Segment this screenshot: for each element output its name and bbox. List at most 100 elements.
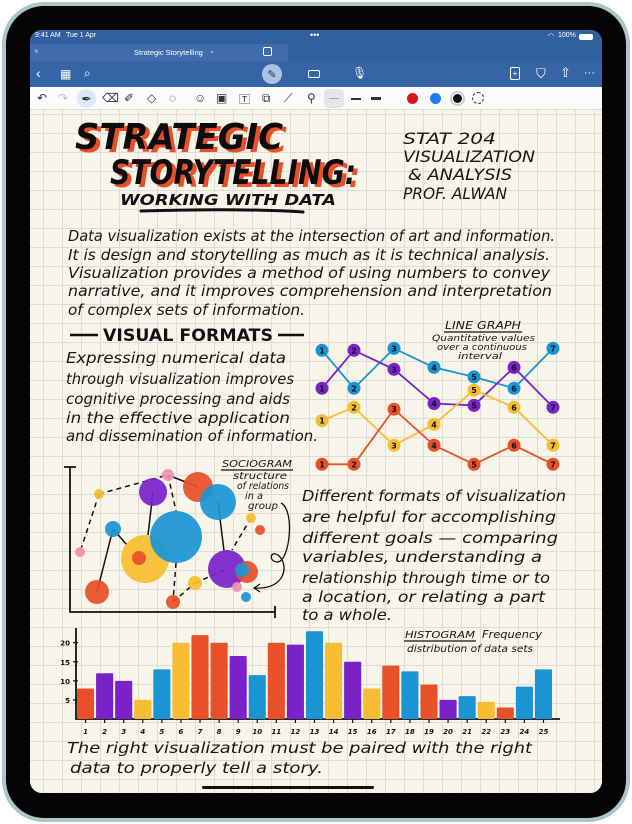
scan-icon[interactable]: ⧉	[262, 91, 271, 105]
formats-line: Expressing numerical data	[66, 349, 286, 367]
thickness-thick-button[interactable]	[369, 89, 383, 108]
image-icon[interactable]: ▣	[216, 91, 228, 105]
sociogram-node	[166, 595, 180, 609]
title-line-2: STORYTELLING:	[110, 153, 356, 193]
goals-paragraph: Different formats of visualization are h…	[302, 487, 566, 624]
thickness-medium-button[interactable]	[349, 89, 363, 108]
line-point-label: 5	[471, 460, 477, 469]
histogram-bar	[153, 669, 171, 719]
sociogram-node	[200, 484, 236, 520]
histogram-bar	[77, 688, 95, 719]
histogram-bar	[96, 673, 114, 719]
histogram-bar	[325, 642, 343, 719]
sociogram-label: SOCIOGRAM	[222, 459, 292, 470]
pen-mode-icon[interactable]: ✎	[262, 64, 282, 84]
add-page-icon[interactable]: +	[510, 67, 520, 80]
bookmark-icon[interactable]: ⛉	[536, 66, 546, 81]
x-tick-label: 8	[217, 728, 222, 736]
wifi-icon: ◠	[548, 33, 555, 40]
line-point-label: 2	[351, 384, 357, 393]
x-tick-label: 21	[462, 728, 472, 736]
multitask-dots-icon[interactable]: •••	[310, 30, 320, 40]
line-point-label: 7	[550, 460, 556, 469]
sociogram-axes	[64, 466, 276, 618]
histogram-bar	[458, 696, 476, 719]
sociogram-desc-line: of relations	[237, 481, 289, 492]
shapes-icon[interactable]: ◇	[147, 91, 157, 105]
sticker-icon[interactable]: ☺	[194, 91, 207, 105]
x-tick-label: 12	[291, 728, 301, 736]
microphone-icon[interactable]: 🎙︎	[352, 66, 368, 80]
tab-strategic-storytelling[interactable]: × Strategic Storytelling ⌄	[30, 44, 288, 61]
keyboard-icon[interactable]	[308, 70, 320, 78]
line-point	[467, 370, 481, 384]
redo-icon[interactable]: ↷	[58, 91, 69, 105]
sociogram-node	[246, 513, 256, 523]
undo-icon[interactable]: ↶	[37, 91, 48, 105]
line-point-label: 2	[351, 403, 357, 412]
close-icon[interactable]: ×	[34, 47, 39, 56]
formats-line: in the effective application	[66, 409, 290, 427]
line-point	[546, 400, 560, 414]
more-icon[interactable]: ···	[584, 67, 595, 79]
goals-line: are helpful for accomplishing	[302, 508, 556, 526]
ruler-icon[interactable]: ⟋	[284, 91, 293, 105]
histogram-bar	[420, 684, 438, 719]
line-point-label: 1	[319, 384, 325, 393]
intro-line: narrative, and it improves comprehension…	[68, 282, 552, 300]
sociogram-desc-line: in a	[245, 491, 263, 502]
sociogram-node	[241, 592, 251, 602]
line-point	[315, 457, 329, 471]
histogram-bar	[363, 688, 381, 719]
histogram-bar	[439, 699, 457, 719]
line-point	[507, 381, 521, 395]
course-code: STAT 204	[403, 129, 496, 148]
line-point-label: 6	[511, 384, 517, 393]
back-icon[interactable]: ‹	[36, 65, 41, 81]
x-tick-label: 4	[140, 728, 145, 736]
x-tick-label: 5	[159, 728, 164, 736]
search-icon[interactable]: ⌕	[84, 66, 91, 80]
line-point	[347, 343, 361, 357]
color-blue-swatch[interactable]	[430, 93, 441, 104]
histogram-bar	[210, 642, 228, 719]
battery-icon	[579, 34, 593, 40]
pen-icon[interactable]: ✒	[77, 89, 96, 108]
sociogram-desc: structure of relations in a group	[233, 471, 289, 512]
eraser-icon[interactable]: ⌫	[102, 91, 119, 105]
sociogram-node	[162, 469, 174, 481]
y-tick-label: 15	[60, 659, 70, 667]
line-point-label: 4	[431, 420, 437, 429]
nav-bar: ‹ ▦ ⌕ ✎ 🎙︎ + ⛉ ⇧ ···	[30, 61, 602, 87]
sociogram-edge	[167, 474, 177, 512]
laser-pointer-icon[interactable]: ⚲	[307, 91, 316, 105]
split-view-icon[interactable]	[263, 47, 272, 56]
line-point	[427, 438, 441, 452]
histogram-bar	[305, 631, 324, 719]
sociogram-desc-line: group	[248, 501, 278, 512]
histogram-bar	[515, 686, 533, 719]
share-icon[interactable]: ⇧	[560, 65, 571, 80]
home-indicator	[202, 786, 374, 789]
line-point	[546, 341, 560, 355]
line-point	[507, 400, 521, 414]
custom-color-icon[interactable]	[472, 92, 484, 104]
color-black-swatch[interactable]	[450, 91, 465, 106]
line-point	[427, 397, 441, 410]
chevron-down-icon[interactable]: ⌄	[209, 48, 215, 55]
line-graph: 1 2 3 4 5 6 7 1 2 3 4 5 6 7 1 2 3 4 5 6 7 1 2 3 4 5 6 7	[315, 341, 560, 471]
thickness-fine-button[interactable]	[324, 89, 344, 108]
y-tick-label: 10	[60, 678, 70, 686]
highlighter-icon[interactable]: ✐	[124, 91, 135, 105]
color-red-swatch[interactable]	[407, 93, 418, 104]
line-point-label: 5	[471, 401, 477, 410]
lasso-icon[interactable]: ◌	[169, 91, 177, 105]
grid-icon[interactable]: ▦	[60, 67, 72, 81]
line-point-label: 6	[511, 363, 517, 372]
sociogram-edge	[172, 562, 177, 603]
goals-line: different goals — comparing	[302, 529, 558, 547]
x-tick-label: 9	[236, 728, 241, 736]
histogram-bar	[534, 669, 552, 719]
text-box-icon[interactable]: 🅃	[239, 94, 250, 106]
line-point-label: 3	[391, 405, 397, 414]
